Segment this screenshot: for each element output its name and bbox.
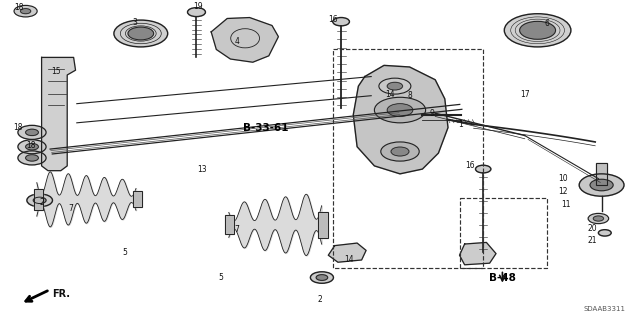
Text: B-48: B-48: [489, 272, 516, 283]
Circle shape: [14, 5, 37, 17]
Text: 15: 15: [51, 67, 61, 76]
Bar: [596, 163, 607, 185]
Bar: [34, 189, 43, 210]
Circle shape: [18, 140, 46, 154]
Circle shape: [593, 216, 604, 221]
Circle shape: [316, 275, 328, 280]
Text: SDAAB3311: SDAAB3311: [584, 306, 626, 312]
Circle shape: [18, 125, 46, 139]
Text: 18: 18: [15, 4, 24, 12]
Circle shape: [579, 174, 624, 196]
Bar: [596, 163, 607, 185]
Text: 1: 1: [458, 120, 463, 129]
Text: FR.: FR.: [52, 289, 70, 299]
Bar: [133, 191, 142, 207]
Bar: [34, 189, 43, 210]
Circle shape: [381, 142, 419, 161]
Bar: [333, 49, 483, 268]
Text: 13: 13: [196, 165, 207, 174]
Circle shape: [333, 18, 349, 26]
Bar: [225, 215, 234, 234]
Circle shape: [391, 147, 409, 156]
Text: 4: 4: [234, 37, 239, 46]
Circle shape: [18, 151, 46, 165]
Circle shape: [26, 144, 38, 150]
Circle shape: [504, 14, 571, 47]
Bar: [318, 212, 328, 238]
Polygon shape: [353, 65, 448, 174]
Circle shape: [26, 155, 38, 161]
Polygon shape: [211, 18, 278, 62]
Text: 8: 8: [407, 91, 412, 100]
Circle shape: [379, 78, 411, 94]
Text: 19: 19: [193, 2, 204, 11]
Text: 17: 17: [520, 90, 530, 99]
Polygon shape: [328, 243, 366, 262]
Text: 6: 6: [545, 19, 550, 28]
Polygon shape: [42, 57, 76, 171]
Circle shape: [128, 27, 154, 40]
Circle shape: [20, 9, 31, 14]
Text: 3: 3: [132, 18, 137, 27]
Text: 7: 7: [68, 204, 73, 213]
Circle shape: [114, 20, 168, 47]
Circle shape: [476, 165, 491, 173]
Bar: [318, 212, 328, 238]
Text: 18: 18: [13, 123, 22, 132]
Text: 10: 10: [558, 174, 568, 183]
Text: 20: 20: [587, 224, 597, 233]
Circle shape: [588, 213, 609, 224]
Polygon shape: [460, 242, 496, 265]
Bar: [225, 215, 234, 234]
Text: 5: 5: [122, 248, 127, 256]
Text: B-33-61: B-33-61: [243, 122, 289, 133]
Circle shape: [374, 97, 426, 123]
Circle shape: [598, 230, 611, 236]
Circle shape: [33, 197, 46, 204]
Text: 2: 2: [317, 295, 323, 304]
Text: 16: 16: [328, 15, 338, 24]
Circle shape: [188, 8, 205, 17]
Text: 2: 2: [39, 198, 44, 207]
Circle shape: [387, 104, 413, 116]
Circle shape: [590, 179, 613, 191]
Circle shape: [26, 129, 38, 136]
Circle shape: [387, 82, 403, 90]
Text: 11: 11: [562, 200, 571, 209]
Text: 9: 9: [429, 109, 435, 118]
Text: 14: 14: [344, 256, 354, 264]
Text: 14: 14: [385, 90, 396, 99]
Circle shape: [27, 194, 52, 207]
Text: 16: 16: [465, 161, 476, 170]
Text: 21: 21: [588, 236, 596, 245]
Bar: [460, 198, 547, 268]
Text: 12: 12: [559, 187, 568, 196]
Circle shape: [310, 272, 333, 283]
Text: 5: 5: [218, 273, 223, 282]
Circle shape: [520, 21, 556, 39]
Text: 18: 18: [26, 141, 35, 150]
Text: 7: 7: [234, 225, 239, 234]
Bar: [133, 191, 142, 207]
